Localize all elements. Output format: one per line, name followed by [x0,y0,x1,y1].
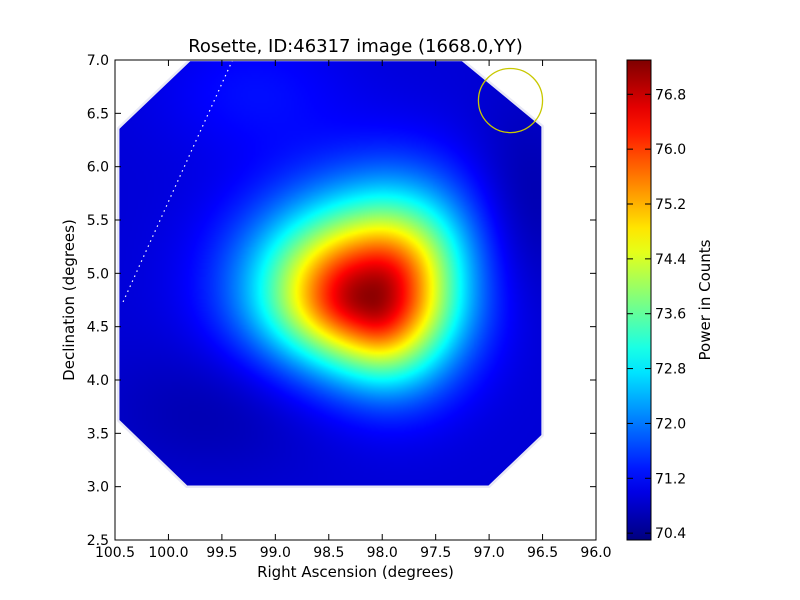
beam-circle [477,67,544,134]
colorbar-tick-label: 72.0 [655,416,686,432]
colorbar-tick-label: 74.4 [655,252,686,268]
colorbar-tick-label: 76.8 [655,87,686,103]
colorbar: 70.4 71.2 72.0 72.8 73.6 74.4 75.2 76.0 76.8 Pow… [626,59,714,542]
y-axis: 2.5 3.0 3.5 4.0 4.5 5.0 5.5 6.0 6.5 7.0 [87,53,596,549]
colorbar-frame [626,59,652,541]
x-tick-label: 99.5 [206,545,237,561]
colorbar-tick-label: 71.2 [655,471,686,487]
y-tick-label: 2.5 [87,533,109,549]
x-tick-label: 96.0 [580,545,611,561]
colorbar-tick-label: 72.8 [655,362,686,378]
chart-title: Rosette, ID:46317 image (1668.0,YY) [188,36,523,57]
y-tick-label: 5.0 [87,266,109,282]
y-tick-label: 4.5 [87,320,109,336]
plot-frame [114,59,597,541]
y-tick-label: 4.0 [87,373,109,389]
colorbar-tick-label: 75.2 [655,197,686,213]
x-tick-label: 96.5 [527,545,558,561]
y-tick-label: 6.0 [87,160,109,176]
plot-area [115,60,596,540]
y-axis-label: Declination (degrees) [60,219,78,381]
y-tick-label: 6.5 [87,106,109,122]
x-tick-label: 100.5 [95,545,135,561]
coverage-edge [116,60,544,488]
colorbar-label: Power in Counts [696,239,714,360]
dotted-line [121,60,234,304]
x-tick-label: 98.0 [367,545,398,561]
colorbar-tick-label: 70.4 [655,526,686,542]
colorbar-gradient [627,60,651,540]
x-tick-label: 98.5 [313,545,344,561]
y-tick-label: 5.5 [87,213,109,229]
colorbar-tick-label: 76.0 [655,142,686,158]
x-axis: 100.5 100.0 99.5 99.0 98.5 98.0 97.5 97.0 96.5 96… [95,60,612,561]
colorbar-tick-label: 73.6 [655,307,686,323]
x-tick-label: 97.0 [474,545,505,561]
x-tick-label: 100.0 [148,545,188,561]
x-axis-label: Right Ascension (degrees) [257,563,454,581]
colorbar-ticks: 70.4 71.2 72.0 72.8 73.6 74.4 75.2 76.0 76.8 [627,87,686,542]
y-tick-label: 7.0 [87,53,109,69]
y-tick-label: 3.5 [87,426,109,442]
y-tick-label: 3.0 [87,480,109,496]
heatmap-image [118,60,543,487]
x-tick-label: 99.0 [260,545,291,561]
x-tick-label: 97.5 [420,545,451,561]
